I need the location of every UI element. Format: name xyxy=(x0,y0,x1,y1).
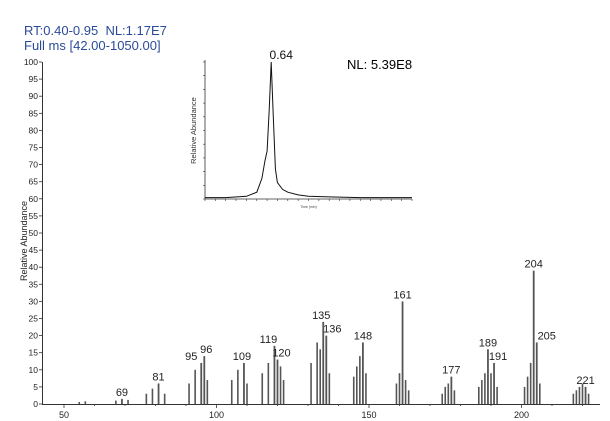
y-tick-label: 60 xyxy=(29,194,39,204)
y-tick-label: 75 xyxy=(29,143,39,153)
nl-value: 1.17E7 xyxy=(125,23,167,38)
y-tick-label: 15 xyxy=(29,348,39,358)
y-tick-label: 40 xyxy=(29,262,39,272)
peak-label: 120 xyxy=(272,348,290,360)
peak-label: 95 xyxy=(185,351,197,363)
y-tick-label: 70 xyxy=(29,160,39,170)
y-tick-label: 85 xyxy=(29,108,39,118)
x-tick-label: 50 xyxy=(59,410,69,420)
peak-label: 205 xyxy=(538,330,556,342)
peak-label: 81 xyxy=(152,371,164,383)
y-tick-label: 90 xyxy=(29,91,39,101)
y-tick-label: 0 xyxy=(33,399,38,409)
peak-label: 148 xyxy=(354,330,372,342)
header-rt-nl: RT:0.40-0.95 NL:1.17E7 xyxy=(24,23,167,38)
y-tick-label: 80 xyxy=(29,125,39,135)
y-tick-label: 65 xyxy=(29,177,39,187)
rt-prefix: RT: xyxy=(24,23,44,38)
peak-label: 204 xyxy=(525,259,543,271)
peak-label: 177 xyxy=(442,365,460,377)
y-tick-label: 20 xyxy=(29,331,39,341)
peak-label: 69 xyxy=(116,387,128,399)
peak-label: 191 xyxy=(489,351,507,363)
peak-label: 136 xyxy=(323,324,341,336)
scan-filter-text: Full ms [42.00-1050.00] xyxy=(24,38,161,53)
peak-label: 96 xyxy=(200,344,212,356)
peak-label: 161 xyxy=(393,289,411,301)
y-tick-label: 50 xyxy=(29,228,39,238)
y-tick-label: 55 xyxy=(29,211,39,221)
y-tick-label: 5 xyxy=(33,382,38,392)
inset-nl-label: NL: 5.39E8 xyxy=(347,57,413,72)
inset-x-axis-label: Time (min) xyxy=(300,205,317,209)
y-tick-label: 100 xyxy=(24,57,38,67)
y-tick-label: 45 xyxy=(29,245,39,255)
peak-label: 135 xyxy=(312,310,330,322)
peak-label: 221 xyxy=(576,375,594,387)
y-tick-label: 35 xyxy=(29,279,39,289)
x-tick-label: 200 xyxy=(514,410,529,420)
y-tick-label: 10 xyxy=(29,365,39,375)
y-axis-label: Relative Abundance xyxy=(19,201,29,281)
rt-value: 0.40-0.95 xyxy=(43,23,99,38)
x-tick-label: 100 xyxy=(209,410,224,420)
peak-label: 119 xyxy=(260,334,278,346)
peak-label: 109 xyxy=(233,351,251,363)
y-tick-label: 95 xyxy=(29,74,39,84)
peak-label: 189 xyxy=(479,337,497,349)
chromatogram-trace xyxy=(205,61,412,199)
nl-prefix: NL: xyxy=(105,23,126,38)
y-tick-label: 30 xyxy=(29,296,39,306)
inset-y-axis-label: Relative Abundance xyxy=(189,97,198,164)
x-tick-label: 150 xyxy=(361,410,376,420)
inset-apex-label: 0.64 xyxy=(270,48,294,62)
y-tick-label: 25 xyxy=(29,314,39,324)
